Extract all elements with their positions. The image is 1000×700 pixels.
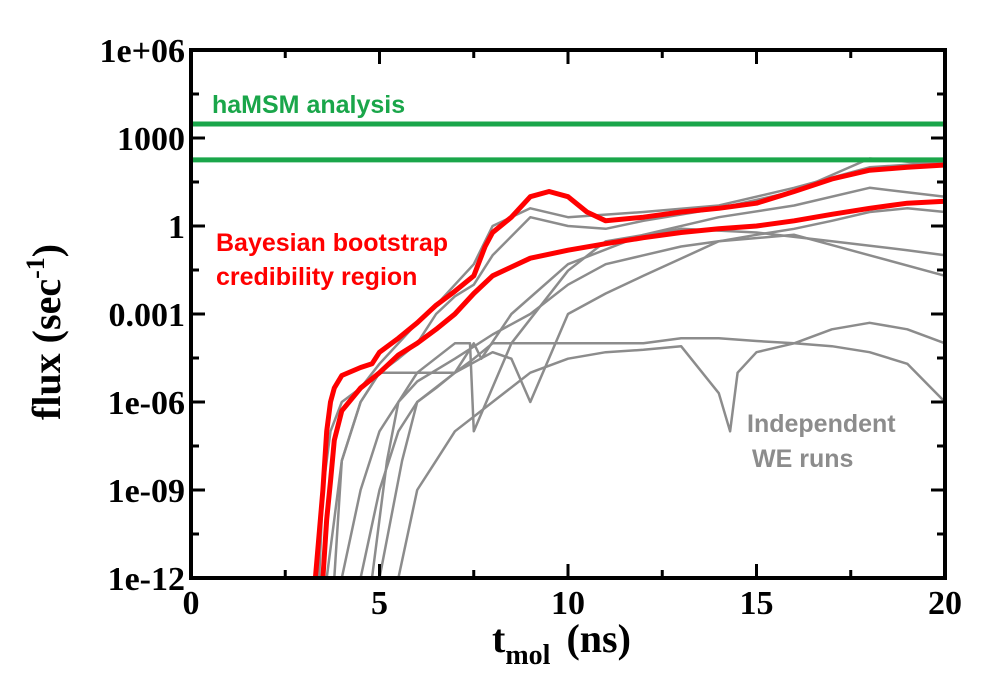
y-axis-label-close: ) — [24, 244, 69, 257]
x-tick-label: 0 — [183, 585, 200, 622]
we-run-line-7 — [397, 321, 946, 579]
we-run-line-6 — [359, 336, 946, 579]
y-tick-label: 1e-12 — [108, 561, 185, 598]
annotation-we-line2: WE runs — [752, 445, 853, 473]
we-runs-lines — [317, 157, 946, 579]
x-axis-label-sub: mol — [505, 640, 550, 671]
x-axis-label-main: t — [492, 616, 506, 661]
y-tick-label: 1e-09 — [108, 473, 185, 510]
x-axis-label-unit: (ns) — [566, 616, 630, 661]
x-tick-label: 10 — [551, 585, 585, 622]
y-tick-label: 1000 — [117, 121, 185, 158]
annotation-we-line1: Independent — [747, 410, 896, 438]
annotation-bayes-line2: credibility region — [216, 263, 417, 291]
y-axis-label: flux (sec-1) — [21, 244, 69, 420]
y-tick-label: 1e+06 — [100, 33, 185, 70]
x-tick-label: 5 — [371, 585, 388, 622]
bayes-bound-line-1 — [312, 162, 946, 579]
x-tick-label: 15 — [740, 585, 774, 622]
annotation-hamsm: haMSM analysis — [212, 91, 405, 119]
we-run-line-2 — [325, 157, 946, 579]
bayes-bound-line-2 — [320, 198, 946, 579]
y-tick-label: 1 — [168, 209, 185, 246]
x-tick-label: 20 — [928, 585, 962, 622]
hamsm-lines — [191, 121, 945, 163]
we-run-line-1 — [317, 160, 946, 579]
we-run-line-8 — [340, 207, 946, 579]
axis-tick-labels: 0 5 10 15 20 1e-12 1e-09 1e-06 0.001 1 1000 1e+06 — [100, 33, 962, 622]
y-axis-label-main: flux (sec — [24, 279, 69, 420]
bayesian-lines — [312, 162, 946, 579]
axis-ticks — [189, 48, 947, 580]
x-axis-label: tmol (ns) — [492, 616, 631, 671]
we-run-line-4 — [370, 227, 946, 579]
y-tick-label: 0.001 — [109, 297, 186, 334]
annotation-bayes-line1: Bayesian bootstrap — [216, 229, 448, 257]
y-tick-label: 1e-06 — [108, 385, 185, 422]
y-axis-label-sup: -1 — [21, 257, 50, 279]
